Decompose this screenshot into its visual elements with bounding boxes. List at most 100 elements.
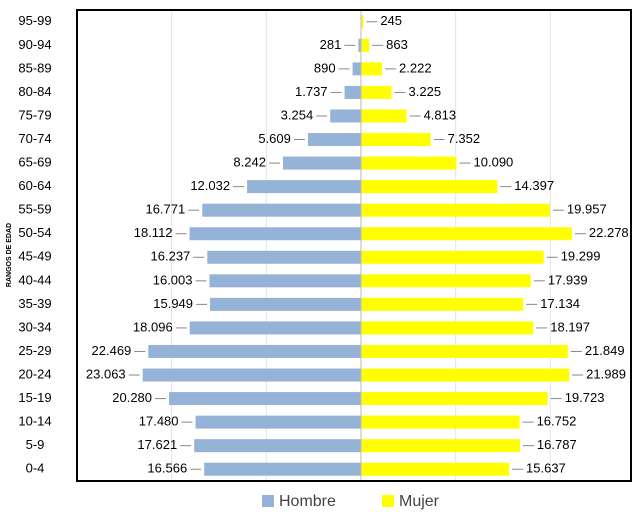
data-label: 14.397 <box>514 178 554 193</box>
bar <box>358 38 361 52</box>
y-tick-label: 15-19 <box>18 390 51 405</box>
y-tick-label: 30-34 <box>18 319 51 334</box>
y-tick-label: 10-14 <box>18 414 51 429</box>
bar <box>361 415 520 429</box>
y-tick-label: 60-64 <box>18 178 51 193</box>
y-tick-label: 95-99 <box>18 13 51 28</box>
data-label: 22.469 <box>92 343 132 358</box>
data-label: 7.352 <box>448 131 481 146</box>
bar <box>204 462 361 476</box>
bar <box>352 62 361 76</box>
data-label: 16.771 <box>145 202 185 217</box>
y-tick-label: 80-84 <box>18 84 51 99</box>
bar <box>361 250 544 264</box>
bar <box>189 227 361 241</box>
bar <box>189 321 361 335</box>
bar <box>207 250 361 264</box>
data-label: 18.096 <box>133 319 173 334</box>
bar <box>361 462 510 476</box>
data-label: 245 <box>380 13 402 28</box>
bar <box>361 439 520 453</box>
data-label: 20.280 <box>112 390 152 405</box>
bar <box>195 415 361 429</box>
legend-label: Hombre <box>279 493 336 510</box>
bar <box>282 156 361 170</box>
data-label: 15.637 <box>526 461 566 476</box>
bar <box>330 109 361 123</box>
data-label: 5.609 <box>258 131 291 146</box>
y-tick-label: 90-94 <box>18 37 51 52</box>
data-label: 16.752 <box>537 414 577 429</box>
bar <box>209 274 361 288</box>
bar <box>210 297 361 311</box>
bar <box>361 38 370 52</box>
data-label: 1.737 <box>295 84 328 99</box>
bar <box>361 227 572 241</box>
data-label: 3.225 <box>409 84 442 99</box>
data-label: 15.949 <box>153 296 193 311</box>
data-label: 16.787 <box>537 437 577 452</box>
y-tick-label: 75-79 <box>18 107 51 122</box>
bar <box>142 368 361 382</box>
legend-swatch <box>382 495 394 507</box>
bar <box>361 15 364 29</box>
bar <box>361 344 568 358</box>
y-tick-label: 45-49 <box>18 249 51 264</box>
data-label: 19.723 <box>565 390 605 405</box>
plot-border <box>76 9 632 482</box>
bar <box>361 368 570 382</box>
data-label: 2.222 <box>399 60 432 75</box>
legend-label: Mujer <box>399 493 440 510</box>
bar <box>361 297 524 311</box>
data-label: 12.032 <box>190 178 230 193</box>
data-label: 18.197 <box>550 319 590 334</box>
data-label: 17.621 <box>137 437 177 452</box>
data-label: 8.242 <box>233 155 266 170</box>
data-label: 16.237 <box>151 249 191 264</box>
y-tick-label: 5-9 <box>26 437 45 452</box>
data-label: 19.957 <box>567 202 607 217</box>
y-tick-label: 85-89 <box>18 60 51 75</box>
data-label: 22.278 <box>589 225 629 240</box>
bar <box>361 62 383 76</box>
data-label: 23.063 <box>86 366 126 381</box>
data-label: 16.003 <box>153 272 193 287</box>
data-label: 16.566 <box>147 461 187 476</box>
data-label: 19.299 <box>561 249 601 264</box>
bar <box>202 203 361 217</box>
bar <box>307 133 361 147</box>
data-label: 4.813 <box>424 107 457 122</box>
data-label: 3.254 <box>281 107 314 122</box>
y-tick-label: 35-39 <box>18 296 51 311</box>
bar <box>361 156 457 170</box>
bar <box>361 321 534 335</box>
data-label: 21.849 <box>585 343 625 358</box>
data-label: 21.989 <box>586 366 626 381</box>
bar <box>361 109 407 123</box>
data-label: 17.480 <box>139 414 179 429</box>
bar <box>361 85 392 99</box>
y-tick-label: 50-54 <box>18 225 51 240</box>
bar <box>361 133 431 147</box>
bar <box>361 203 550 217</box>
y-tick-label: 20-24 <box>18 366 51 381</box>
y-axis-label: RANGOS DE EDAD <box>6 223 13 287</box>
bar <box>148 344 361 358</box>
y-tick-label: 25-29 <box>18 343 51 358</box>
bar <box>361 274 531 288</box>
y-tick-label: 0-4 <box>26 461 45 476</box>
data-label: 281 <box>320 37 342 52</box>
data-label: 17.134 <box>540 296 580 311</box>
bar <box>194 439 361 453</box>
y-tick-label: 55-59 <box>18 202 51 217</box>
data-label: 17.939 <box>548 272 588 287</box>
y-tick-label: 70-74 <box>18 131 51 146</box>
data-label: 890 <box>314 60 336 75</box>
data-label: 863 <box>386 37 408 52</box>
legend-swatch <box>262 495 274 507</box>
data-label: 10.090 <box>474 155 514 170</box>
y-tick-label: 40-44 <box>18 272 51 287</box>
bar <box>361 392 548 406</box>
bar <box>169 392 361 406</box>
